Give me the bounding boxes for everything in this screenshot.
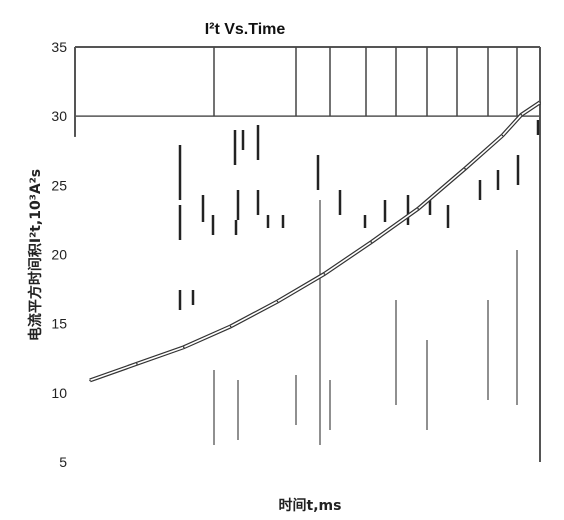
series-point-8 — [464, 167, 466, 170]
series-line-inner-0 — [89, 101, 541, 382]
series-point-6 — [370, 241, 373, 243]
series-point-4 — [276, 300, 279, 303]
series-point-5 — [323, 273, 326, 275]
series-point-10 — [520, 114, 523, 116]
y-axis-ticks: 5 10 15 20 25 30 35 — [51, 39, 67, 470]
series-point-1 — [136, 363, 138, 365]
background-dash-marks — [178, 120, 540, 310]
series-point-0 — [89, 379, 91, 382]
y-axis-label: 电流平方时间积I²t,10³A²s — [27, 169, 44, 341]
series-point-3 — [229, 325, 232, 328]
y-tick-label-25: 25 — [51, 177, 67, 193]
series-point-7 — [417, 208, 419, 210]
series-point-11 — [539, 101, 541, 104]
chart-title: I²t Vs.Time — [205, 21, 286, 38]
y-tick-label-10: 10 — [51, 385, 67, 401]
y-tick-label-30: 30 — [51, 108, 67, 124]
y-tick-label-35: 35 — [51, 39, 67, 55]
y-tick-label-20: 20 — [51, 247, 67, 263]
vertical-gridlines — [213, 47, 541, 445]
series-layer — [89, 100, 542, 383]
x-axis-label: 时间t,ms — [279, 497, 342, 514]
y-tick-label-5: 5 — [59, 454, 67, 470]
series-point-9 — [501, 134, 504, 137]
series-point-2 — [183, 346, 185, 349]
y-tick-label-15: 15 — [51, 316, 67, 332]
